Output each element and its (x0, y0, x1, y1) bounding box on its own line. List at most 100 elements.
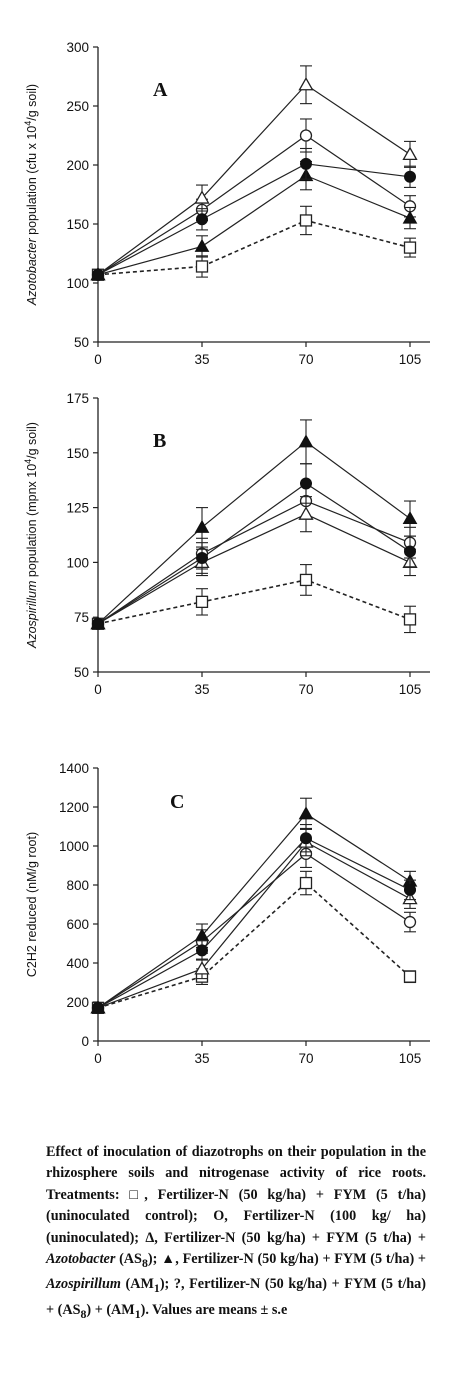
caption-azotobacter: Azotobacter (46, 1251, 116, 1268)
x-tick-label: 105 (399, 1051, 422, 1066)
data-point-circle (299, 129, 313, 142)
y-tick-label: 200 (66, 158, 89, 173)
series-circle-filled (92, 147, 416, 281)
data-point-triangle (194, 190, 210, 204)
x-tick-label: 70 (298, 682, 313, 697)
caption-text: Fertilizer-N (50 kg/ha) + FYM (5 t/ha) + (178, 1251, 427, 1268)
open-circle-symbol: O, (213, 1208, 228, 1225)
y-tick-label: 200 (66, 995, 89, 1010)
data-point-filled-triangle (402, 511, 418, 525)
chart-panel-b: 50 75 100 125 150 175 0 35 70 105 B Azospirillum po… (23, 391, 430, 697)
series-line (97, 841, 411, 1009)
data-point-square (299, 573, 313, 587)
y-tick-label: 300 (66, 40, 89, 55)
data-point-filled-circle (196, 944, 208, 957)
series-line (97, 837, 411, 1009)
panel-label: C (170, 791, 184, 813)
caption-subscript: 8 (141, 1255, 148, 1270)
x-tick-label: 105 (399, 352, 422, 367)
data-point-filled-circle (404, 545, 416, 558)
data-point-triangle (402, 146, 418, 161)
caption-text: (AM (120, 1276, 154, 1293)
caption-text: ); (147, 1251, 162, 1268)
y-tick-label: 50 (74, 335, 89, 350)
series-circle-open (91, 482, 417, 630)
figure: 50 100 150 200 250 300 0 35 70 105 A Azotobacter po… (23, 40, 430, 1066)
series-circle-open (91, 118, 417, 281)
data-point-square (299, 214, 313, 227)
caption-azospirillum: Azospirillum (46, 1276, 121, 1293)
series-triangle-filled (90, 160, 418, 281)
y-axis-label: C2H2 reduced (nM/g root) (25, 832, 39, 977)
y-tick-label: 100 (66, 555, 89, 570)
x-tick-label: 70 (298, 352, 313, 367)
y-tick-label: 175 (66, 391, 89, 406)
data-point-filled-circle (404, 883, 416, 896)
caption-subscript: 1 (153, 1281, 160, 1296)
figure-caption: Effect of inoculation of diazotrophs on … (46, 1142, 426, 1325)
open-square-symbol: □ (129, 1186, 145, 1203)
panel-label: B (153, 430, 166, 452)
caption-text: ) + (AM (86, 1301, 135, 1318)
chart-panel-c: 0 200 400 600 800 1000 1200 1400 0 35 70 105 C C2H2 r… (25, 761, 430, 1066)
data-point-triangle (298, 506, 314, 520)
x-tick-label: 0 (94, 352, 102, 367)
series-line (97, 441, 411, 625)
y-tick-label: 400 (66, 956, 89, 971)
y-tick-label: 250 (66, 99, 89, 114)
y-tick-label: 100 (66, 276, 89, 291)
y-axis-label-sup: 4 (23, 121, 33, 126)
y-axis-label-end: /g soil) (25, 422, 39, 459)
y-tick-label: 800 (66, 878, 89, 893)
data-point-filled-circle (92, 1001, 104, 1014)
series-line (97, 134, 411, 276)
data-point-triangle (194, 961, 210, 975)
series-line (97, 853, 411, 1009)
y-axis-label-sup: 4 (23, 459, 33, 464)
y-tick-label: 1000 (59, 839, 89, 854)
series-line (97, 500, 411, 625)
series-circle-open (91, 839, 417, 1014)
series-circle-filled (92, 463, 416, 630)
data-point-square (403, 613, 417, 626)
data-point-filled-triangle (194, 238, 210, 252)
y-tick-label: 600 (66, 917, 89, 932)
series-line (97, 881, 411, 1009)
panel-label: A (153, 79, 168, 101)
data-point-filled-triangle (194, 519, 210, 533)
y-tick-label: 150 (66, 446, 89, 461)
filled-triangle-symbol: ▲, (161, 1251, 179, 1268)
series-line (97, 219, 411, 276)
data-point-filled-circle (196, 552, 208, 565)
x-tick-label: 35 (194, 1051, 209, 1066)
data-point-filled-circle (300, 832, 312, 845)
x-tick-label: 35 (194, 352, 209, 367)
series-line (97, 163, 411, 276)
open-triangle-symbol: Δ, (145, 1229, 158, 1246)
data-point-filled-circle (300, 477, 312, 490)
y-axis-label-end: /g soil) (25, 84, 39, 121)
series-line (97, 83, 411, 276)
chart-panel-a: 50 100 150 200 250 300 0 35 70 105 A Azotobacter po… (23, 40, 430, 367)
data-point-filled-triangle (402, 210, 418, 224)
data-point-square (403, 241, 417, 254)
x-tick-label: 0 (94, 1051, 102, 1066)
data-point-triangle (298, 76, 314, 91)
data-point-square (195, 595, 209, 609)
series-line (97, 513, 411, 625)
y-axis-label-italic: Azotobacter (25, 238, 39, 307)
caption-text: (AS (115, 1251, 142, 1268)
series-circle-filled (92, 823, 416, 1014)
x-tick-label: 35 (194, 682, 209, 697)
y-axis-label: Azospirillum population (mpnx 104/g soil… (23, 422, 39, 649)
series-line (97, 813, 411, 1009)
data-point-filled-triangle (298, 434, 314, 448)
caption-text: ). Values are means ± s.e (140, 1301, 288, 1318)
data-point-square (195, 260, 209, 273)
x-tick-label: 0 (94, 682, 102, 697)
x-tick-label: 70 (298, 1051, 313, 1066)
data-point-filled-circle (404, 170, 416, 183)
caption-text: Effect of inoculation of diazotrophs on … (46, 1144, 426, 1203)
caption-text: Fertilizer-N (50 kg/ha) + FYM (5 t/ha) + (157, 1229, 427, 1246)
data-point-filled-circle (92, 268, 104, 281)
